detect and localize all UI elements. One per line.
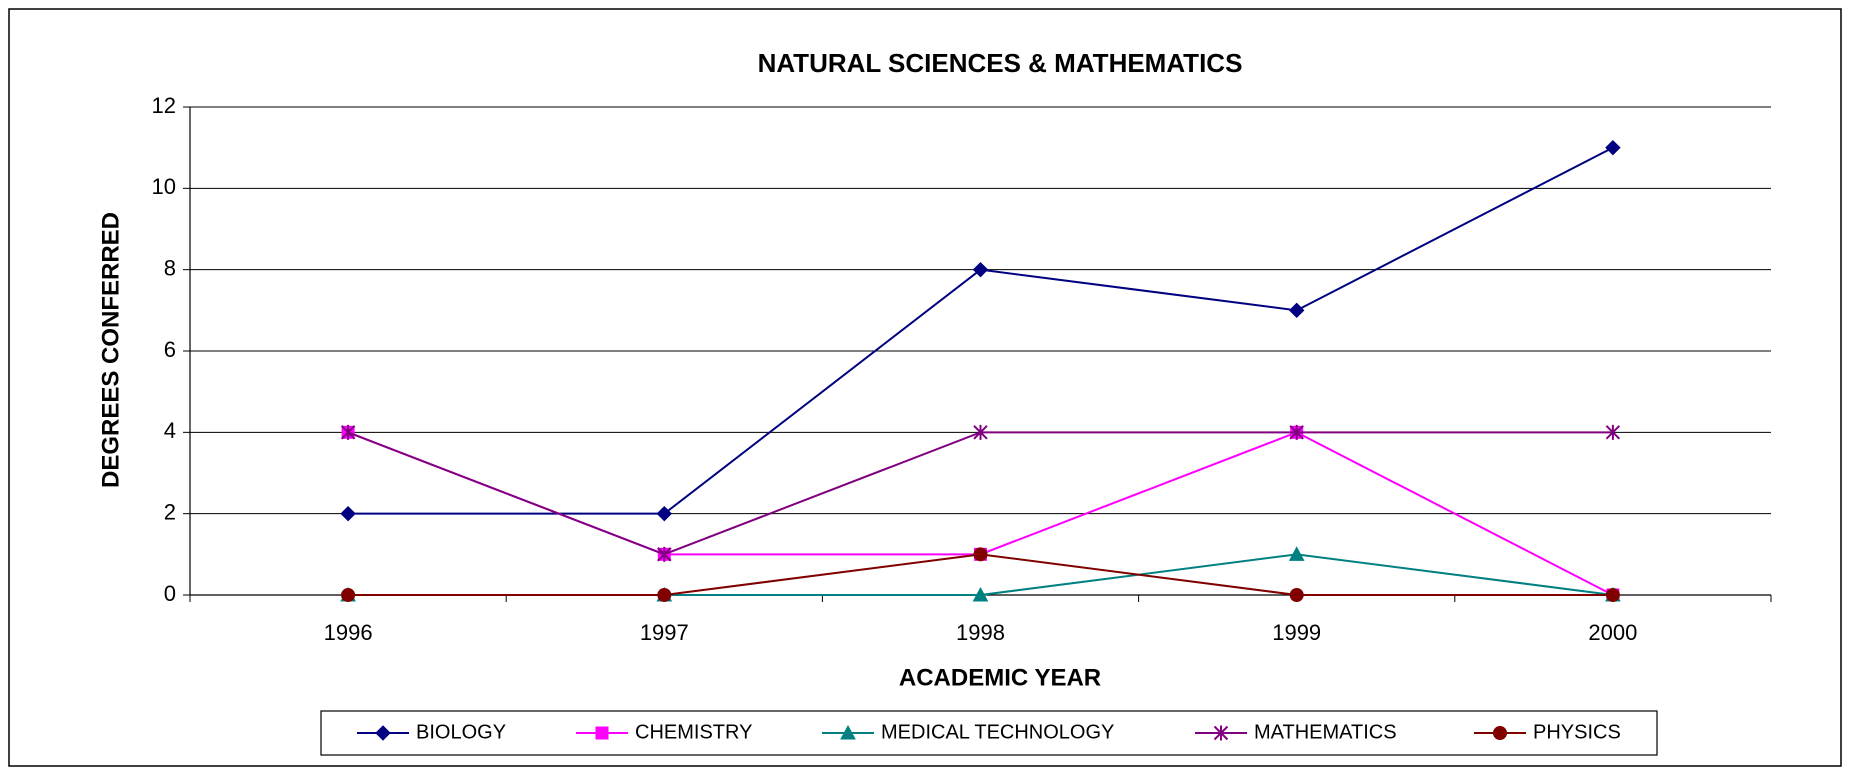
y-tick-label: 10 — [152, 174, 176, 199]
legend-marker — [595, 726, 609, 740]
legend-label: BIOLOGY — [416, 721, 506, 743]
marker — [340, 505, 356, 522]
marker — [1289, 588, 1304, 602]
marker — [1288, 302, 1305, 319]
x-tick-label: 1999 — [1272, 620, 1321, 645]
legend-label: PHYSICS — [1533, 721, 1621, 743]
marker — [656, 505, 673, 522]
marker — [1605, 424, 1621, 440]
legend-marker — [1493, 726, 1507, 740]
marker — [1289, 424, 1304, 440]
y-tick-label: 6 — [164, 337, 176, 362]
x-tick-label: 1998 — [956, 620, 1005, 645]
y-axis-title: DEGREES CONFERRED — [97, 212, 124, 488]
marker — [1288, 546, 1305, 561]
y-tick-label: 2 — [164, 499, 176, 524]
legend-marker — [375, 725, 391, 741]
y-tick-label: 0 — [164, 581, 176, 606]
x-tick-label: 2000 — [1588, 620, 1637, 645]
x-axis-title: ACADEMIC YEAR — [899, 664, 1101, 691]
y-tick-label: 8 — [164, 255, 176, 280]
marker — [341, 588, 356, 602]
legend-label: MATHEMATICS — [1254, 721, 1397, 743]
marker — [973, 424, 988, 440]
marker — [657, 588, 672, 602]
legend-box — [320, 710, 1658, 756]
marker — [1605, 588, 1620, 602]
marker — [972, 586, 989, 602]
marker — [973, 547, 988, 562]
legend-label: MEDICAL TECHNOLOGY — [881, 721, 1114, 743]
legend-label: CHEMISTRY — [635, 721, 752, 743]
y-tick-label: 12 — [152, 93, 176, 118]
marker — [340, 424, 356, 440]
legend-marker — [840, 724, 856, 740]
legend-marker — [1213, 725, 1229, 741]
marker — [1605, 139, 1621, 156]
y-tick-label: 4 — [164, 418, 176, 443]
x-tick-label: 1997 — [640, 620, 689, 645]
chart-border — [8, 8, 1842, 767]
marker — [657, 546, 672, 562]
marker — [972, 261, 989, 278]
chart-title: NATURAL SCIENCES & MATHEMATICS — [758, 48, 1243, 78]
x-tick-label: 1996 — [324, 620, 373, 645]
